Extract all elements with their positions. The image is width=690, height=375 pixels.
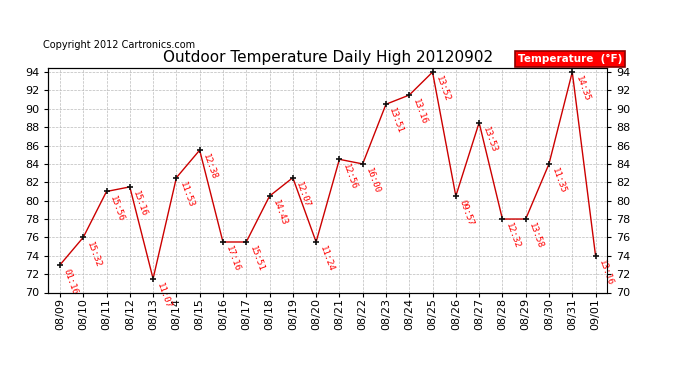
Text: 13:53: 13:53 xyxy=(480,125,498,154)
Text: 14:43: 14:43 xyxy=(271,199,288,227)
Text: 15:16: 15:16 xyxy=(131,190,149,218)
Title: Outdoor Temperature Daily High 20120902: Outdoor Temperature Daily High 20120902 xyxy=(163,50,493,65)
Text: 13:51: 13:51 xyxy=(387,107,405,135)
Text: 11:24: 11:24 xyxy=(317,245,335,273)
Text: 15:51: 15:51 xyxy=(248,245,265,273)
Text: 01:16: 01:16 xyxy=(61,268,79,296)
Text: 12:32: 12:32 xyxy=(504,222,522,250)
Text: 17:16: 17:16 xyxy=(224,245,242,273)
Text: 13:58: 13:58 xyxy=(527,222,544,250)
Text: 15:56: 15:56 xyxy=(108,194,126,223)
Text: 13:52: 13:52 xyxy=(434,75,451,103)
Text: 13:16: 13:16 xyxy=(597,258,615,287)
Text: 14:35: 14:35 xyxy=(573,75,591,103)
Text: Temperature  (°F): Temperature (°F) xyxy=(518,54,622,64)
Text: 09:57: 09:57 xyxy=(457,199,475,227)
Text: 11:53: 11:53 xyxy=(178,180,195,209)
Text: 11:35: 11:35 xyxy=(551,167,568,195)
Text: 12:38: 12:38 xyxy=(201,153,219,181)
Text: 11:07: 11:07 xyxy=(155,282,172,310)
Text: 15:32: 15:32 xyxy=(85,240,102,268)
Text: 12:56: 12:56 xyxy=(341,162,358,190)
Text: Copyright 2012 Cartronics.com: Copyright 2012 Cartronics.com xyxy=(43,40,195,51)
Text: 16:00: 16:00 xyxy=(364,167,382,195)
Text: 13:16: 13:16 xyxy=(411,98,428,126)
Text: 12:07: 12:07 xyxy=(294,180,312,209)
